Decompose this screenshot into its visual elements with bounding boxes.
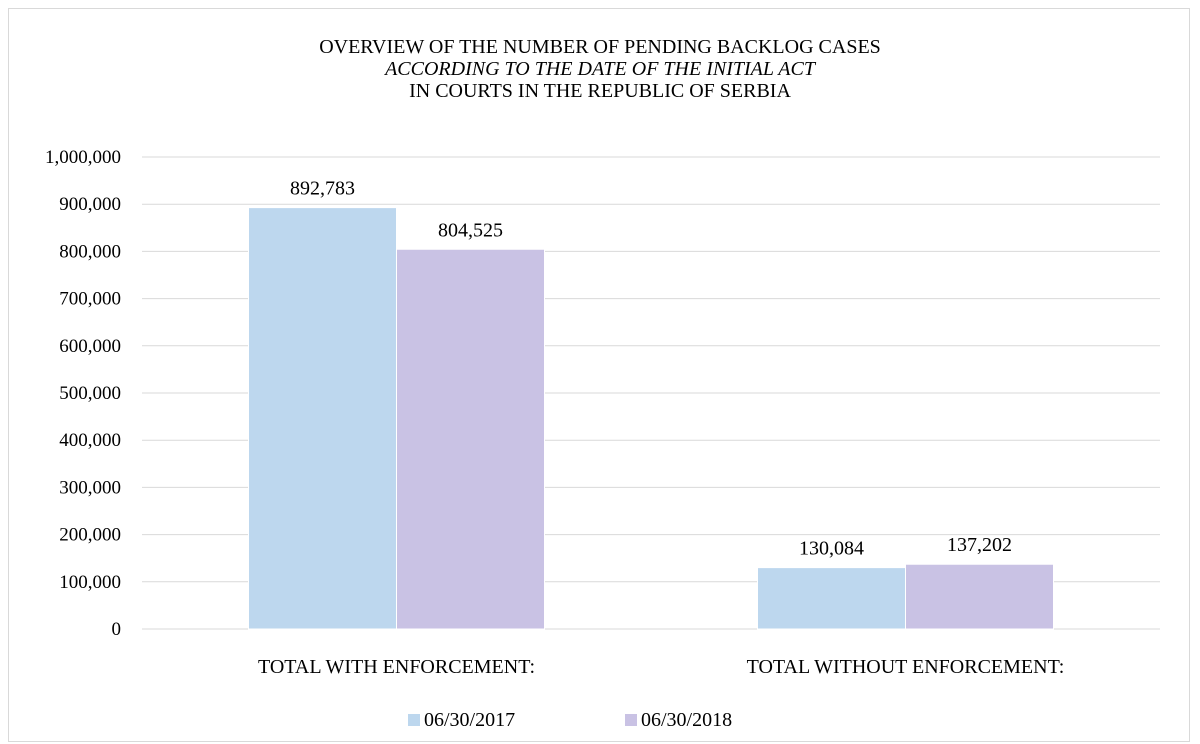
y-tick-label: 900,000 xyxy=(59,194,121,215)
y-tick-label: 700,000 xyxy=(59,289,121,310)
y-tick-label: 1,000,000 xyxy=(45,147,121,168)
y-tick-label: 400,000 xyxy=(59,430,121,451)
x-category-label: TOTAL WITH ENFORCEMENT: xyxy=(258,656,535,678)
x-category-label: TOTAL WITHOUT ENFORCEMENT: xyxy=(747,656,1065,678)
y-tick-label: 500,000 xyxy=(59,383,121,404)
y-tick-label: 800,000 xyxy=(59,241,121,262)
chart-title-line-1: OVERVIEW OF THE NUMBER OF PENDING BACKLO… xyxy=(319,36,881,58)
bars xyxy=(248,207,1054,630)
x-axis-categories: TOTAL WITH ENFORCEMENT: TOTAL WITHOUT ENF… xyxy=(258,656,1064,678)
data-label: 137,202 xyxy=(947,534,1012,556)
data-label: 892,783 xyxy=(290,178,355,200)
data-label: 804,525 xyxy=(438,219,503,241)
data-labels: 892,783 804,525 130,084 137,202 xyxy=(290,178,1012,560)
y-axis-ticks: 0 100,000 200,000 300,000 400,000 500,000 600,… xyxy=(45,147,121,640)
y-tick-label: 100,000 xyxy=(59,572,121,593)
chart-title-line-3: IN COURTS IN THE REPUBLIC OF SERBIA xyxy=(409,80,791,102)
y-tick-label: 300,000 xyxy=(59,477,121,498)
legend-label-1: 06/30/2017 xyxy=(424,709,515,731)
y-tick-label: 600,000 xyxy=(59,336,121,357)
bar-2-1 xyxy=(757,567,906,630)
legend-swatch-2 xyxy=(625,714,637,726)
bar-2-2 xyxy=(905,563,1054,630)
y-tick-label: 200,000 xyxy=(59,525,121,546)
legend-swatch-1 xyxy=(408,714,420,726)
legend: 06/30/2017 06/30/2018 xyxy=(408,709,732,731)
chart-title-line-2: ACCORDING TO THE DATE OF THE INITIAL ACT xyxy=(383,58,817,80)
data-label: 130,084 xyxy=(799,538,864,560)
bar-1-2 xyxy=(396,248,545,630)
chart-title: OVERVIEW OF THE NUMBER OF PENDING BACKLO… xyxy=(319,36,881,102)
legend-label-2: 06/30/2018 xyxy=(641,709,732,731)
bar-1-1 xyxy=(248,207,397,630)
y-tick-label: 0 xyxy=(112,619,122,640)
